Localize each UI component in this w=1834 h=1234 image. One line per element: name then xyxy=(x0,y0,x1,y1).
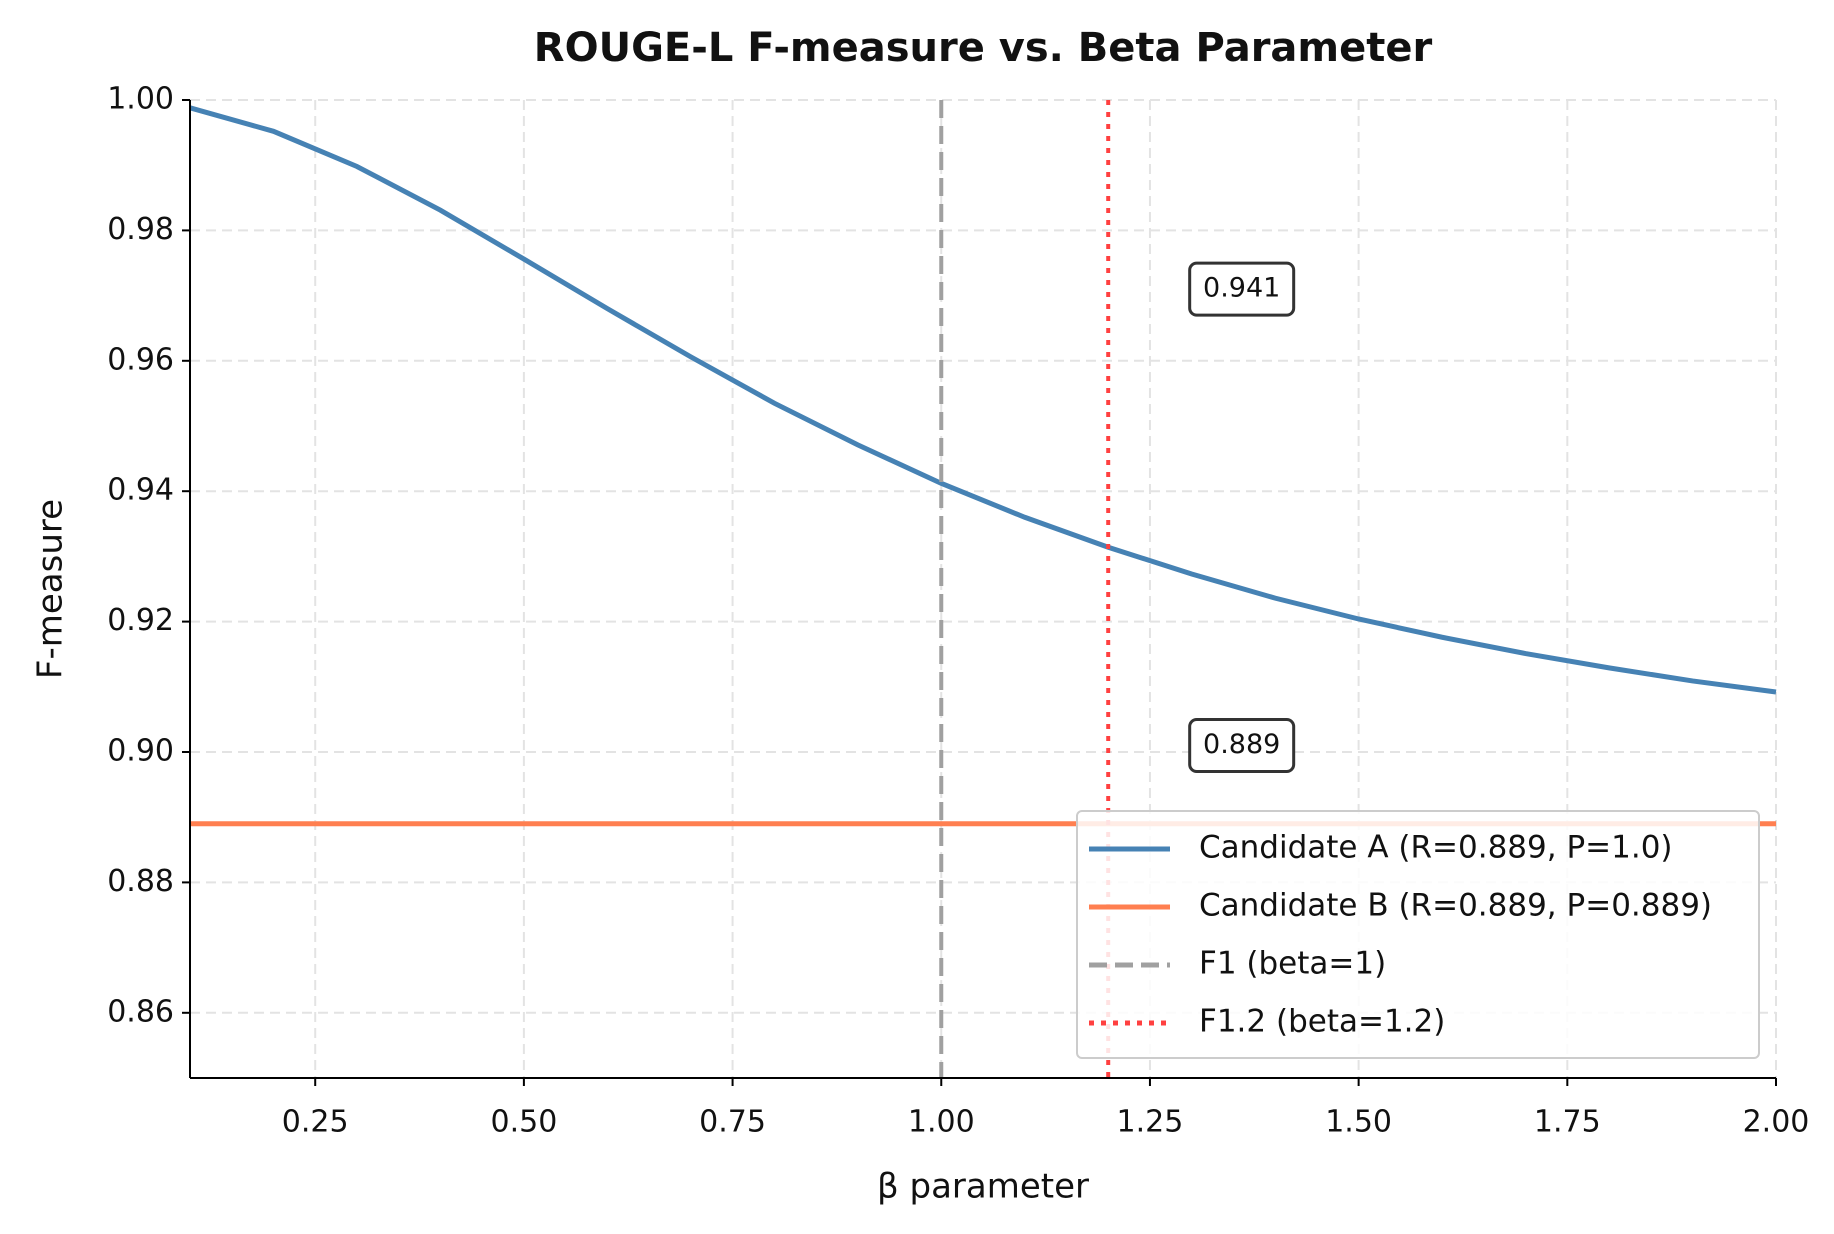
y-tick-label: 0.96 xyxy=(107,342,174,377)
annotation-box xyxy=(1188,717,1296,773)
y-tick-label: 0.90 xyxy=(107,734,174,769)
y-tick-label: 0.88 xyxy=(107,864,174,899)
y-tick-label: 1.00 xyxy=(107,82,174,117)
annotation: 0.889 xyxy=(1203,729,1280,760)
annotation: 0.941 xyxy=(1203,273,1280,304)
y-axis-label: F-measure xyxy=(31,499,71,679)
data-line xyxy=(189,105,1777,695)
x-tick-label: 1.25 xyxy=(1117,1105,1184,1140)
x-tick-label: 1.00 xyxy=(908,1105,975,1140)
y-tick-label: 0.92 xyxy=(107,603,174,638)
legend-label: Candidate B (R=0.889, P=0.889) xyxy=(1199,888,1712,924)
legend-label: F1.2 (beta=1.2) xyxy=(1199,1004,1445,1040)
y-tick-label: 0.86 xyxy=(107,994,174,1029)
chart-title: ROUGE-L F-measure vs. Beta Parameter xyxy=(534,25,1433,71)
x-tick-label: 1.50 xyxy=(1325,1105,1392,1140)
legend-label: F1 (beta=1) xyxy=(1199,946,1386,982)
x-tick-label: 2.00 xyxy=(1743,1105,1810,1140)
x-axis-label: β parameter xyxy=(877,1167,1089,1207)
x-tick-label: 1.75 xyxy=(1534,1105,1601,1140)
y-tick-label: 0.98 xyxy=(107,212,174,247)
legend-box xyxy=(1076,810,1760,1059)
legend-label: Candidate A (R=0.889, P=1.0) xyxy=(1199,830,1673,866)
x-tick-label: 0.25 xyxy=(282,1105,349,1140)
y-tick-label: 0.94 xyxy=(107,473,174,508)
x-tick-label: 0.75 xyxy=(699,1105,766,1140)
x-tick-label: 0.50 xyxy=(490,1105,557,1140)
annotation-box xyxy=(1188,261,1296,317)
